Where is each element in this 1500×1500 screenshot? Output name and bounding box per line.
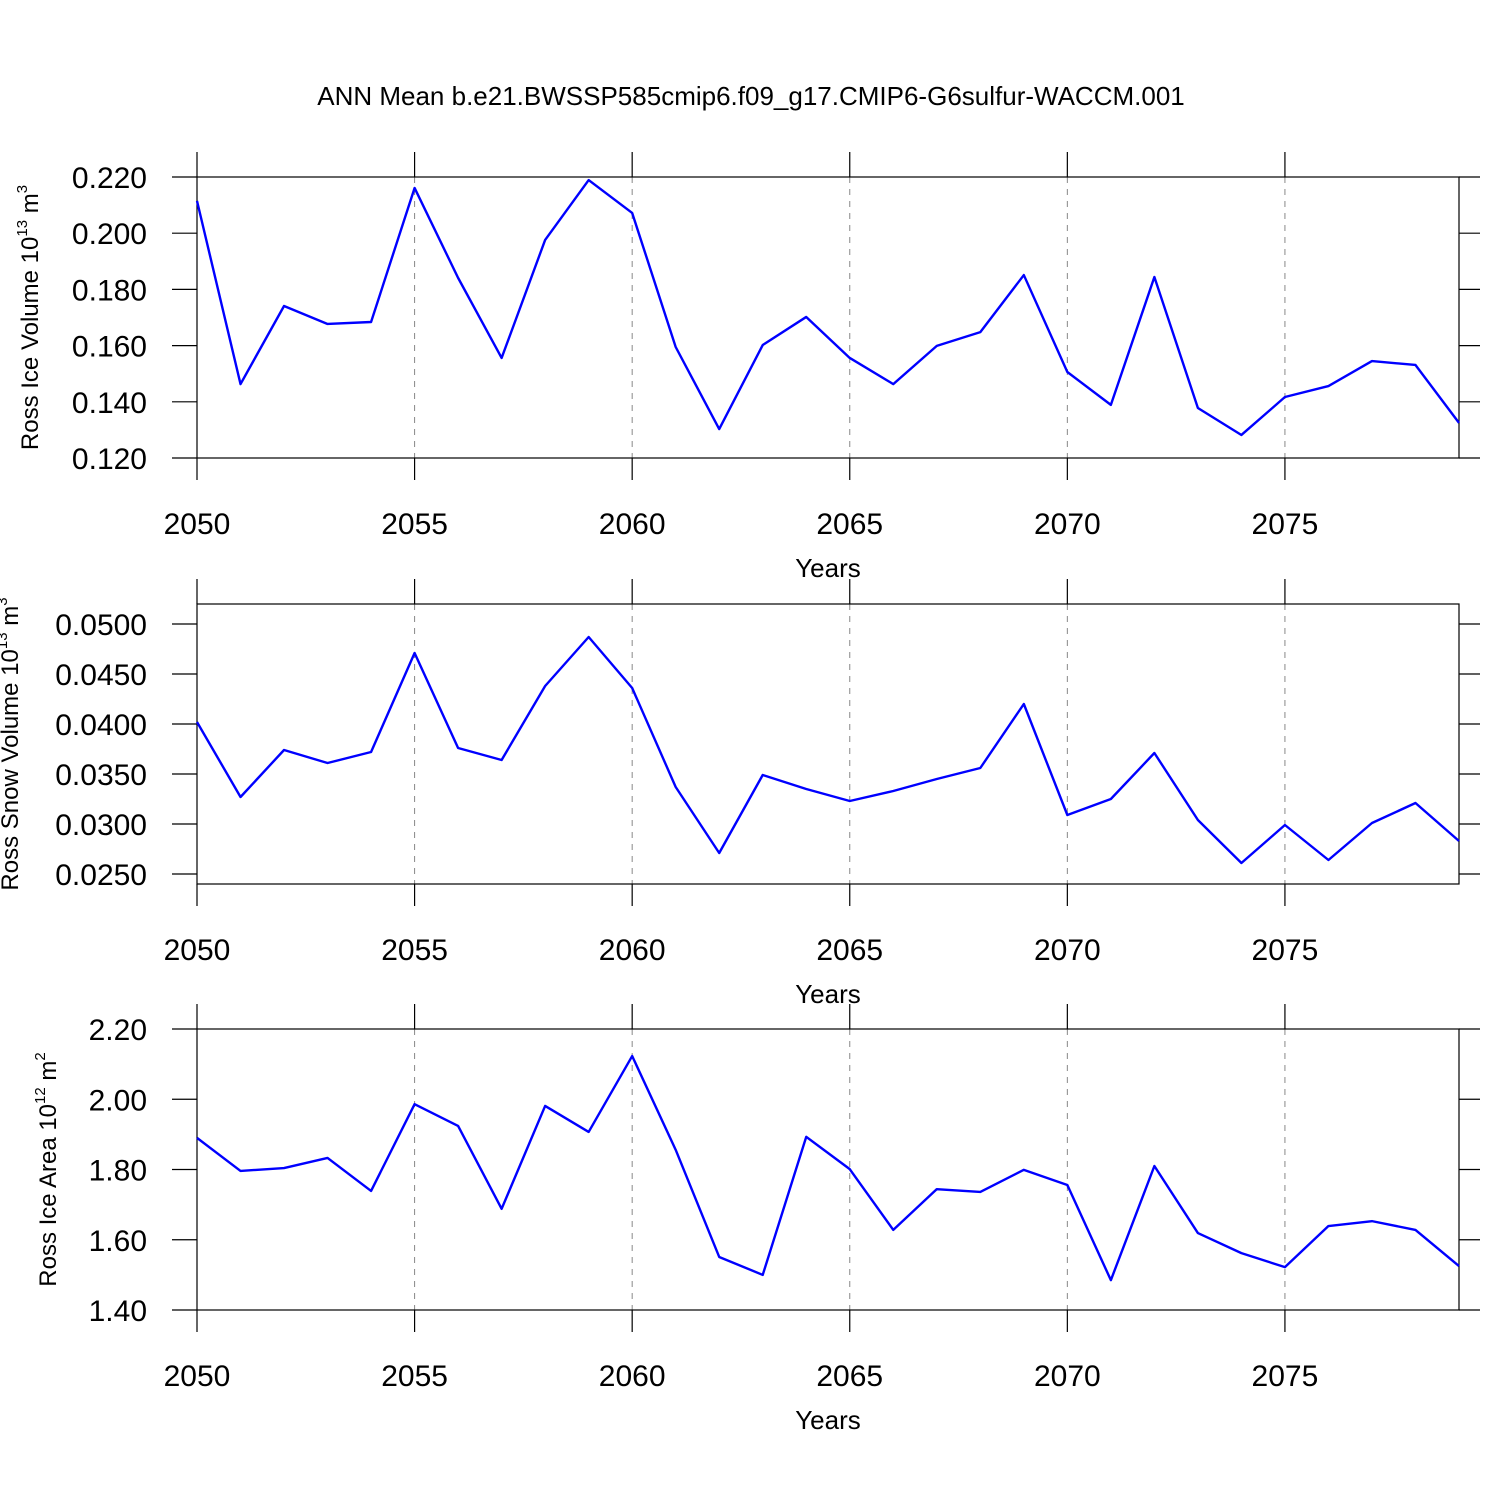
- y-axis-label-part: m: [17, 193, 44, 220]
- x-axis-label: Years: [795, 979, 861, 1009]
- x-tick-label: 2065: [816, 508, 883, 541]
- y-tick-label: 0.140: [72, 387, 147, 420]
- plot-frame: [196, 603, 1460, 885]
- y-tick-label: 0.0300: [55, 809, 147, 842]
- y-tick-label: 0.200: [72, 218, 147, 251]
- x-tick-label: 2055: [381, 508, 448, 541]
- figure-title: ANN Mean b.e21.BWSSP585cmip6.f09_g17.CMI…: [317, 81, 1185, 111]
- y-tick-label: 0.160: [72, 331, 147, 364]
- y-tick-label: 2.00: [89, 1084, 147, 1117]
- y-tick-label: 0.0400: [55, 709, 147, 742]
- y-axis-label-part: Ross Snow Volume 10: [0, 649, 24, 890]
- y-tick-label: 1.40: [89, 1295, 147, 1328]
- panel: 2050 2055 2060 2065 2070 2075 0.0250 0.0300 0.03…: [0, 579, 1480, 1009]
- x-tick-label: 2060: [599, 1360, 666, 1393]
- x-tick-label: 2050: [164, 1360, 231, 1393]
- x-tick-label: 2070: [1034, 1360, 1101, 1393]
- y-tick-label: 0.0450: [55, 659, 147, 692]
- x-tick-label: 2070: [1034, 934, 1101, 967]
- x-tick-label: 2070: [1034, 508, 1101, 541]
- y-axis-label-part: Ross Ice Volume 10: [17, 237, 44, 450]
- y-axis-label-part: 3: [14, 185, 31, 193]
- x-tick-label: 2065: [816, 1360, 883, 1393]
- x-tick-label: 2075: [1252, 934, 1319, 967]
- y-axis-label-part: 3: [0, 597, 11, 605]
- y-axis-label: Ross Ice Volume 1013 m3: [14, 185, 44, 450]
- y-axis-label-part: 13: [0, 632, 11, 649]
- y-axis-label-part: m: [35, 1061, 62, 1088]
- y-tick-label: 0.180: [72, 274, 147, 307]
- x-tick-label: 2060: [599, 934, 666, 967]
- y-axis-label-part: Ross Ice Area 10: [35, 1104, 62, 1287]
- y-tick-label: 0.220: [72, 162, 147, 195]
- y-axis-label: Ross Ice Area 1012 m2: [32, 1052, 62, 1286]
- x-tick-label: 2075: [1252, 508, 1319, 541]
- y-axis-label: Ross Snow Volume 1013 m3: [0, 597, 24, 890]
- data-line: [195, 635, 1460, 865]
- plot-frame: [196, 1028, 1460, 1311]
- y-tick-label: 2.20: [89, 1014, 147, 1047]
- panel: 2050 2055 2060 2065 2070 2075 1.40 1.60 1.80 2.00…: [32, 1004, 1480, 1435]
- y-tick-label: 1.60: [89, 1225, 147, 1258]
- x-tick-label: 2050: [164, 508, 231, 541]
- y-axis-label-part: m: [0, 606, 24, 633]
- x-tick-label: 2065: [816, 934, 883, 967]
- data-line: [196, 1054, 1460, 1282]
- y-axis-label-part: 13: [14, 220, 31, 237]
- panel: 2050 2055 2060 2065 2070 2075 0.120 0.140 0.160 0…: [14, 152, 1480, 583]
- y-axis-label-part: 12: [32, 1087, 49, 1104]
- x-tick-label: 2055: [381, 1360, 448, 1393]
- y-tick-label: 1.80: [89, 1155, 147, 1188]
- y-tick-label: 0.0500: [55, 609, 147, 642]
- x-tick-label: 2050: [164, 934, 231, 967]
- y-tick-label: 0.0250: [55, 859, 147, 892]
- x-tick-label: 2060: [599, 508, 666, 541]
- y-tick-label: 0.0350: [55, 759, 147, 792]
- x-axis-label: Years: [795, 1405, 861, 1435]
- y-tick-label: 0.120: [72, 443, 147, 476]
- y-axis-label-part: 2: [32, 1052, 49, 1060]
- data-line: [195, 178, 1460, 437]
- plot-frame: [196, 176, 1460, 459]
- x-tick-label: 2075: [1252, 1360, 1319, 1393]
- x-tick-label: 2055: [381, 934, 448, 967]
- x-axis-label: Years: [795, 553, 861, 583]
